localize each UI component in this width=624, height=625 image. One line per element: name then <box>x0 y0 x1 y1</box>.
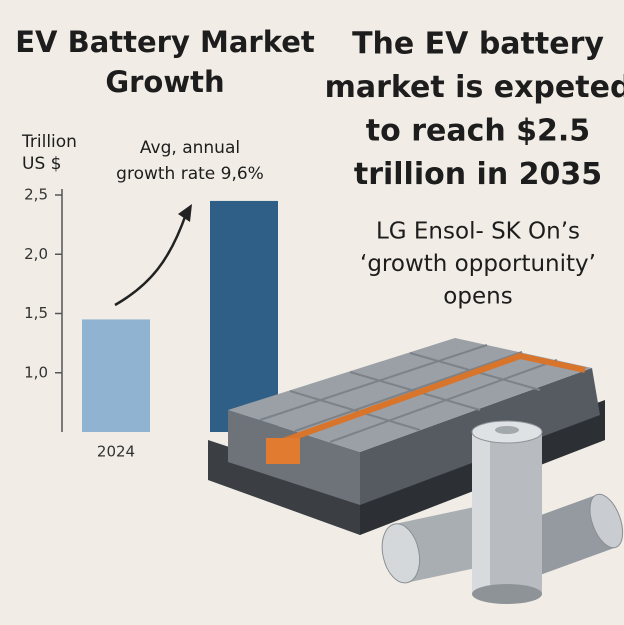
y-axis-label: Trillion <box>21 132 77 152</box>
growth-arrow <box>114 213 188 307</box>
battery-illustration <box>208 338 624 604</box>
connector <box>266 438 300 464</box>
chart-title: Growth <box>105 65 224 99</box>
headline: trillion in 2035 <box>354 157 602 192</box>
y-tick-label: 2,5 <box>24 186 48 204</box>
y-tick-label: 2,0 <box>24 245 48 263</box>
busbar <box>270 352 586 448</box>
cell-lying-2 <box>521 493 624 575</box>
bar <box>210 200 278 432</box>
x-tick-label: 2024 <box>97 443 135 461</box>
arrow-head <box>178 204 192 222</box>
subheading: opens <box>443 284 512 310</box>
subheading: ‘growth opportunity’ <box>360 251 596 277</box>
headline: The EV battery <box>352 27 604 62</box>
y-axis-label: US $ <box>22 154 61 174</box>
y-tick-label: 1,0 <box>24 363 48 381</box>
y-tick-label: 1,5 <box>24 304 48 322</box>
headline: to reach $2.5 <box>366 114 590 149</box>
annotation: Avg, annual <box>140 138 240 158</box>
annotation: growth rate 9,6% <box>116 164 264 184</box>
chart-title: EV Battery Market <box>15 25 315 59</box>
subheading: LG Ensol- SK On’s <box>376 219 580 245</box>
cell-standing <box>471 420 543 604</box>
headline: market is expeted <box>325 70 624 105</box>
bar <box>82 319 150 432</box>
